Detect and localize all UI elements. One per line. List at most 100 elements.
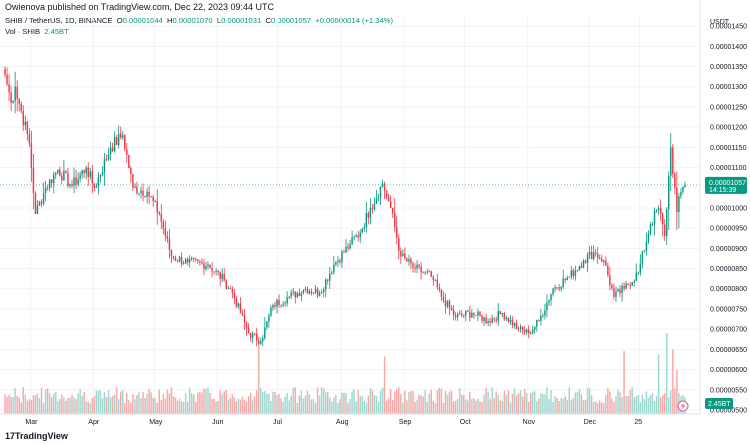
candle-body bbox=[290, 292, 292, 297]
volume-bar bbox=[243, 399, 246, 414]
volume-bar bbox=[398, 387, 400, 414]
candle-body bbox=[314, 288, 317, 294]
candle-body bbox=[643, 250, 646, 252]
candle-body bbox=[268, 315, 270, 322]
candle-body bbox=[471, 312, 473, 318]
candle-body bbox=[65, 170, 67, 173]
candle-body bbox=[251, 333, 254, 338]
candle-body bbox=[596, 253, 599, 258]
volume-bar bbox=[237, 398, 240, 414]
ohlc-legend[interactable]: SHIB / TetherUS, 1D, BINANCE O0.00001044… bbox=[5, 16, 393, 25]
volume-bar bbox=[142, 391, 144, 414]
candle-body bbox=[164, 228, 167, 236]
candle-body bbox=[48, 179, 51, 189]
candle-body bbox=[103, 158, 106, 173]
volume-legend[interactable]: Vol · SHIB 2.45BT bbox=[5, 27, 69, 36]
candle-body bbox=[393, 212, 396, 228]
volume-bar bbox=[322, 388, 325, 414]
candle-body bbox=[603, 260, 605, 262]
volume-bar bbox=[499, 400, 502, 414]
volume-bar bbox=[430, 389, 432, 414]
high-key: H bbox=[167, 16, 173, 25]
candle-body bbox=[191, 257, 193, 259]
volume-bar bbox=[69, 398, 71, 414]
volume-bar bbox=[276, 395, 278, 414]
y-tick-label: 0.00000600 bbox=[710, 367, 747, 374]
volume-bar bbox=[416, 399, 418, 414]
volume-bar bbox=[590, 395, 593, 414]
candle-body bbox=[122, 135, 124, 138]
volume-bar bbox=[255, 390, 258, 414]
candle-body bbox=[387, 197, 390, 202]
symbol-label[interactable]: SHIB / TetherUS, 1D, BINANCE bbox=[5, 16, 113, 25]
volume-bar bbox=[633, 396, 635, 414]
candle-body bbox=[176, 260, 179, 262]
volume-bar bbox=[651, 393, 654, 414]
volume-bar bbox=[87, 402, 89, 414]
candle-body bbox=[406, 258, 408, 262]
volume-bar bbox=[534, 391, 536, 414]
candle-body bbox=[572, 270, 575, 277]
candle-body bbox=[430, 271, 432, 277]
candle-body bbox=[536, 320, 538, 327]
candle-body bbox=[375, 198, 378, 204]
volume-bar bbox=[67, 397, 69, 414]
candle-body bbox=[446, 301, 449, 307]
candle-body bbox=[564, 278, 566, 281]
volume-bar bbox=[117, 399, 120, 414]
candle-body bbox=[209, 264, 211, 269]
volume-bar bbox=[103, 392, 106, 414]
volume-bar bbox=[550, 389, 552, 414]
volume-bar bbox=[73, 397, 75, 414]
volume-bar bbox=[406, 400, 408, 414]
volume-bar bbox=[503, 390, 506, 414]
volume-bar bbox=[404, 390, 406, 414]
candle-body bbox=[63, 170, 65, 181]
volume-bar bbox=[136, 395, 138, 414]
candle-body bbox=[294, 291, 297, 298]
volume-bar bbox=[81, 396, 83, 414]
volume-bar bbox=[529, 392, 532, 414]
volume-bar bbox=[199, 391, 201, 414]
volume-bar bbox=[154, 398, 156, 414]
volume-bar bbox=[32, 395, 35, 414]
volume-bar bbox=[463, 395, 465, 414]
volume-bar bbox=[217, 401, 219, 414]
volume-bar bbox=[170, 387, 173, 414]
volume-bar bbox=[546, 387, 548, 414]
volume-bar bbox=[61, 394, 63, 414]
tradingview-logo[interactable]: 17TradingView bbox=[5, 431, 68, 441]
candle-body bbox=[107, 154, 110, 160]
volume-bar bbox=[621, 397, 623, 414]
volume-bar bbox=[227, 399, 230, 414]
candle-body bbox=[505, 318, 508, 320]
volume-bar bbox=[345, 393, 347, 414]
candle-body bbox=[316, 288, 319, 296]
volume-bar bbox=[22, 387, 25, 414]
volume-bar bbox=[487, 391, 489, 414]
volume-bar bbox=[107, 390, 110, 414]
volume-bar bbox=[570, 399, 573, 414]
volume-bar bbox=[588, 388, 591, 414]
volume-bar bbox=[355, 401, 357, 414]
last-price-badge[interactable]: 0.00001057 14:15:39 bbox=[705, 176, 747, 194]
volume-bar bbox=[568, 387, 571, 414]
volume-bar bbox=[288, 400, 290, 414]
candle-body bbox=[540, 315, 542, 322]
volume-bar bbox=[452, 401, 455, 414]
volume-bar bbox=[270, 400, 272, 414]
candle-body bbox=[507, 318, 510, 322]
candle-body bbox=[241, 313, 244, 315]
candle-body bbox=[396, 227, 398, 238]
volume-bar bbox=[172, 396, 175, 414]
lightning-icon[interactable] bbox=[677, 400, 689, 412]
volume-bar bbox=[629, 390, 631, 414]
candle-body bbox=[353, 237, 355, 238]
volume-bar bbox=[134, 399, 136, 414]
volume-bar bbox=[572, 398, 575, 414]
volume-bar bbox=[233, 397, 236, 414]
tradingview-logo-text: TradingView bbox=[15, 431, 68, 441]
volume-bar bbox=[253, 396, 256, 414]
volume-bar bbox=[623, 351, 625, 414]
